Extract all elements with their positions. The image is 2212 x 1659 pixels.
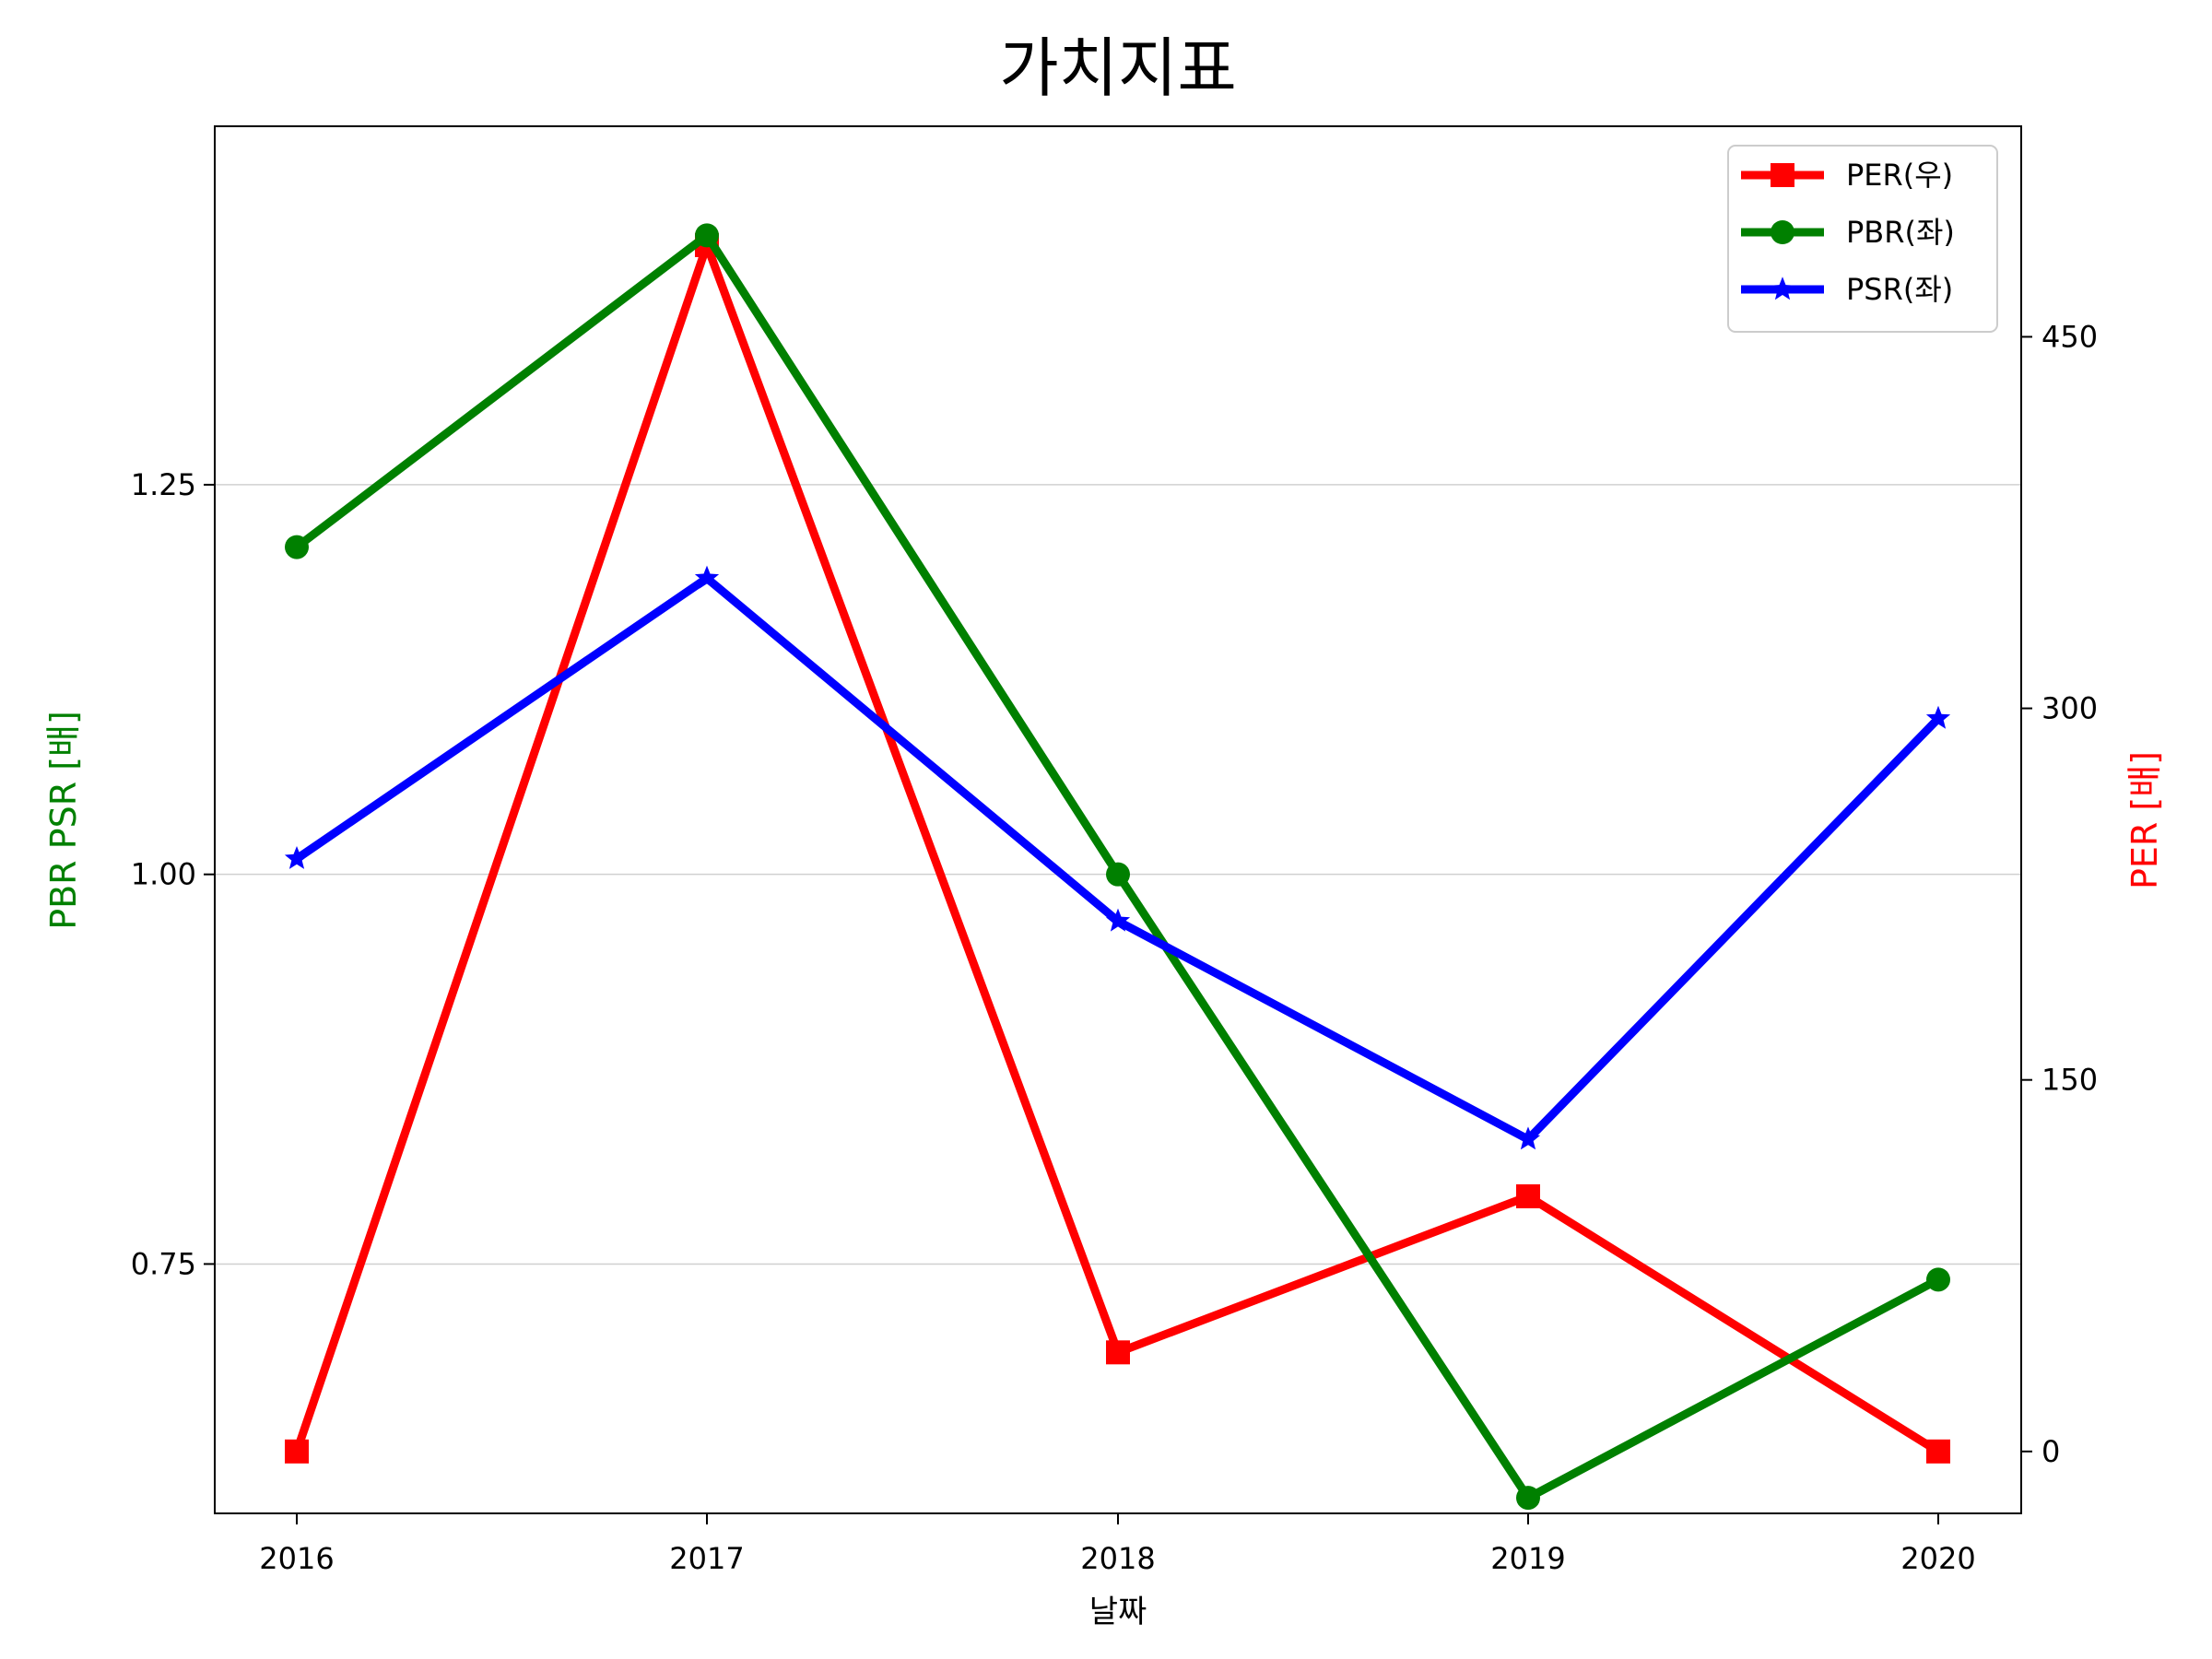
x-tick-label: 2016: [259, 1541, 334, 1576]
x-tick-label: 2019: [1490, 1541, 1565, 1576]
legend-marker: [1771, 220, 1794, 244]
data-point: [284, 846, 310, 869]
legend-item-psr-: PSR(좌): [1741, 272, 1953, 307]
data-point: [1926, 1439, 1950, 1464]
data-point: [1516, 1486, 1540, 1511]
legend-item-pbr-: PBR(좌): [1741, 215, 1955, 250]
legend-marker: [1771, 163, 1794, 187]
left-y-axis: 0.75 1.00 1.25: [131, 467, 215, 1281]
legend: PER(우) PBR(좌) PSR(좌): [1727, 145, 1998, 333]
right-y-axis-label: PER [배]: [2124, 751, 2165, 889]
data-point: [1105, 908, 1131, 932]
x-tick-label: 2020: [1900, 1541, 1975, 1576]
x-tick-label: 2018: [1080, 1541, 1155, 1576]
left-tick-label: 0.75: [131, 1246, 196, 1281]
left-y-axis-label: PBR PSR [배]: [43, 711, 84, 930]
right-y-axis: 0 150 300 450: [2021, 319, 2098, 1469]
data-point: [1106, 862, 1130, 887]
series-per-: [285, 233, 1950, 1464]
right-tick-label: 450: [2041, 319, 2098, 354]
data-point: [1515, 1126, 1541, 1150]
x-axis: 2016 2017 2018 2019 2020: [259, 1513, 1976, 1576]
legend-marker: [1770, 276, 1795, 300]
series-line: [292, 573, 1943, 1144]
data-point: [1926, 1267, 1950, 1292]
data-point: [695, 223, 719, 248]
series-pbr-: [285, 223, 1950, 1511]
legend-label: PBR(좌): [1846, 215, 1955, 250]
legend-item-per-: PER(우): [1741, 158, 1953, 193]
data-point: [694, 565, 720, 589]
data-point: [285, 1439, 309, 1464]
data-point: [1925, 705, 1951, 729]
right-tick-label: 0: [2041, 1434, 2060, 1469]
plot-area-frame: [214, 125, 2022, 1514]
data-point: [1106, 1340, 1130, 1365]
legend-label: PSR(좌): [1846, 272, 1953, 307]
chart-title: 가치지표: [999, 30, 1237, 106]
left-tick-label: 1.00: [131, 857, 196, 892]
left-tick-label: 1.25: [131, 467, 196, 502]
x-tick-label: 2017: [669, 1541, 744, 1576]
series-psr-: [284, 565, 1951, 1150]
series-layer: [284, 223, 1951, 1511]
data-point: [1516, 1184, 1540, 1208]
legend-label: PER(우): [1846, 158, 1953, 193]
x-axis-label: 날짜: [1089, 1594, 1147, 1630]
data-point: [285, 535, 309, 559]
series-line: [292, 241, 1943, 1456]
right-tick-label: 300: [2041, 691, 2098, 726]
right-tick-label: 150: [2041, 1063, 2098, 1098]
